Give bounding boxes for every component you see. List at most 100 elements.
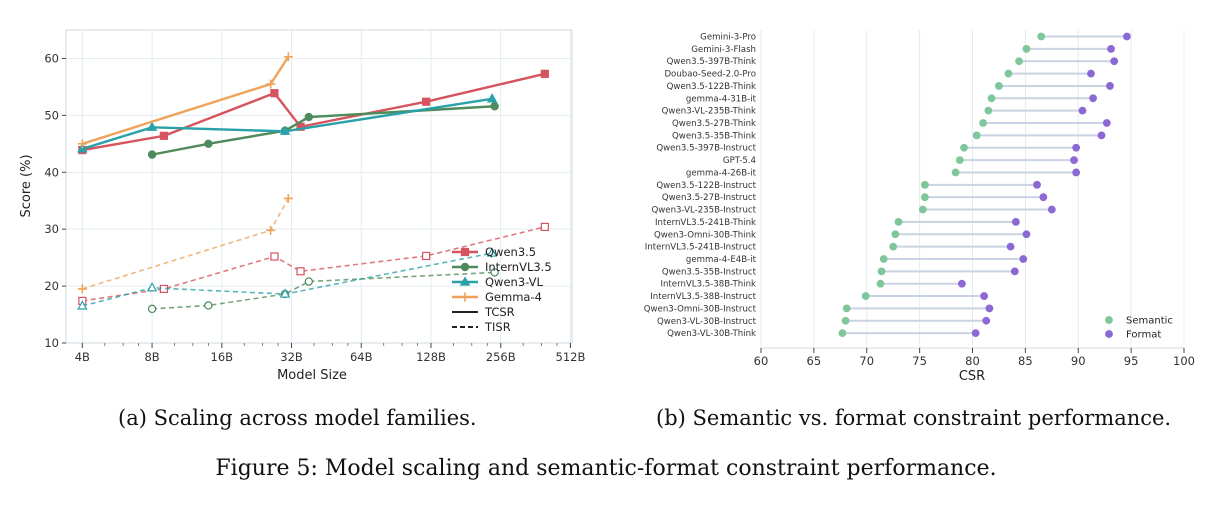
- qwen3-5-tcsr-series: [78, 69, 549, 155]
- y-tick-label: 20: [44, 279, 59, 293]
- category-label: InternVL3.5-241B-Instruct: [645, 243, 757, 253]
- format-point: [1087, 69, 1095, 78]
- y-tick-label: 10: [44, 336, 59, 350]
- format-point: [1072, 143, 1081, 152]
- row-qwen3-vl-30b-think: Qwen3-VL-30B-Think: [667, 329, 980, 339]
- row-gpt-5-4: GPT-5.4: [723, 156, 1078, 166]
- x-tick-label: 512B: [556, 350, 586, 364]
- row-qwen3-vl-235b-think: Qwen3-VL-235B-Think: [662, 107, 1087, 117]
- category-label: gemma-4-26B-it: [686, 168, 757, 178]
- format-point: [1110, 57, 1119, 66]
- legend-marker: [460, 292, 470, 302]
- semantic-point: [921, 193, 929, 202]
- legend-item-format: Format: [1105, 330, 1161, 341]
- format-point: [1033, 180, 1041, 189]
- semantic-point: [918, 205, 927, 214]
- qwen3-5-tcsr-point: [270, 89, 279, 98]
- x-tick-label: 80: [965, 354, 980, 368]
- x-tick-label: 16B: [211, 350, 234, 364]
- semantic-point: [876, 279, 885, 288]
- qwen3-5-tcsr-point: [159, 131, 169, 140]
- x-tick-label: 8B: [144, 350, 159, 364]
- semantic-point: [960, 143, 968, 152]
- qwen3-vl-tisr-point: [279, 288, 291, 298]
- x-tick-label: 60: [754, 354, 769, 368]
- semantic-point: [877, 267, 886, 276]
- semantic-point: [842, 304, 851, 313]
- format-point: [971, 329, 980, 338]
- gemma-4-tcsr-series: [77, 52, 293, 149]
- format-point: [1019, 255, 1028, 263]
- legend-item-qwen3-5: Qwen3.5: [452, 245, 536, 259]
- constraint-legend: Semantic Format: [1105, 316, 1173, 341]
- legend-marker: [460, 262, 470, 272]
- category-label: InternVL3.5-241B-Think: [655, 218, 756, 228]
- format-point: [1011, 218, 1020, 226]
- format-point: [1047, 205, 1056, 214]
- semantic-point: [861, 292, 870, 300]
- gemma-4-tisr-point: [283, 193, 293, 203]
- qwen3-5-tisr-point: [540, 222, 549, 232]
- row-qwen3-vl-30b-instruct: Qwen3-VL-30B-Instruct: [657, 317, 991, 327]
- internvl3-5-tisr-point: [147, 304, 157, 314]
- semantic-point: [979, 119, 987, 127]
- qwen3-5-tcsr-point: [540, 69, 549, 78]
- x-tick-label: 256B: [486, 350, 516, 364]
- semantic-point: [1022, 44, 1031, 53]
- category-label: Qwen3.5-27B-Instruct: [662, 193, 757, 203]
- category-label: Qwen3.5-397B-Instruct: [656, 144, 756, 154]
- qwen3-5-tcsr-line: [82, 72, 546, 152]
- legend-item-gemma-4: Gemma-4: [452, 290, 542, 304]
- row-qwen3-5-35b-think: Qwen3.5-35B-Think: [672, 131, 1106, 141]
- internvl3-5-tcsr-line: [151, 105, 495, 156]
- internvl3-5-tisr-line: [152, 271, 495, 310]
- legend-label: TCSR: [484, 305, 515, 319]
- gemma-4-tisr-point: [266, 225, 276, 235]
- qwen3-5-tisr-series: [78, 222, 549, 305]
- constraint-x-ticks: 60 65 70 75 80 85 90 95 100: [754, 348, 1195, 368]
- internvl3-5-tcsr-point: [304, 112, 314, 122]
- format-point: [1006, 242, 1015, 251]
- category-label: Qwen3.5-122B-Instruct: [656, 181, 756, 191]
- category-label: Qwen3.5-35B-Instruct: [662, 267, 757, 277]
- y-tick-label: 50: [44, 108, 59, 122]
- row-gemma-4-31b-it: gemma-4-31B-it: [686, 94, 1097, 104]
- format-point: [1070, 156, 1078, 165]
- qwen3-5-tisr-point: [422, 251, 431, 261]
- legend-marker: [1105, 316, 1113, 324]
- x-tick-label: 70: [859, 354, 874, 368]
- scaling-y-axis-label: Score (%): [19, 154, 34, 217]
- row-qwen3-5-27b-think: Qwen3.5-27B-Think: [672, 119, 1111, 129]
- legend-label: TISR: [484, 320, 511, 334]
- category-label: Gemini-3-Pro: [700, 33, 756, 43]
- category-label: Qwen3-Omni-30B-Think: [654, 230, 756, 240]
- scaling-y-ticks: 10 20 30 40 50 60: [44, 51, 66, 350]
- format-point: [1107, 44, 1115, 53]
- gemma-4-tisr-line: [82, 198, 290, 290]
- row-gemini-3-pro: Gemini-3-Pro: [700, 33, 1131, 43]
- format-point: [1010, 267, 1019, 276]
- legend-marker: [1105, 330, 1113, 338]
- legend-item-qwen3-vl: Qwen3-VL: [452, 275, 543, 289]
- x-tick-label: 64B: [350, 350, 373, 364]
- row-qwen3-5-397b-instruct: Qwen3.5-397B-Instruct: [656, 143, 1081, 154]
- row-doubao-seed-2-0-pro: Doubao-Seed-2.0-Pro: [664, 69, 1095, 80]
- format-point: [1078, 106, 1087, 115]
- x-tick-label: 90: [1071, 354, 1086, 368]
- semantic-point: [879, 255, 888, 263]
- row-qwen3-5-397b-think: Qwen3.5-397B-Think: [667, 57, 1119, 67]
- category-label: GPT-5.4: [723, 156, 756, 166]
- legend-marker: [460, 247, 470, 257]
- legend-label: InternVL3.5: [485, 260, 552, 274]
- category-label: Qwen3-Omni-30B-Instruct: [644, 304, 757, 314]
- qwen3-vl-tisr-series: [77, 247, 498, 310]
- format-point: [1072, 168, 1081, 177]
- semantic-point: [972, 131, 981, 140]
- legend-label: Semantic: [1126, 316, 1173, 327]
- scaling-plot-frame: [65, 29, 573, 344]
- format-point: [1022, 230, 1031, 239]
- row-gemma-4-26b-it: gemma-4-26B-it: [686, 168, 1081, 178]
- x-tick-label: 32B: [280, 350, 303, 364]
- row-qwen3-5-122b-instruct: Qwen3.5-122B-Instruct: [656, 181, 1041, 191]
- internvl3-5-tcsr-series: [147, 102, 499, 159]
